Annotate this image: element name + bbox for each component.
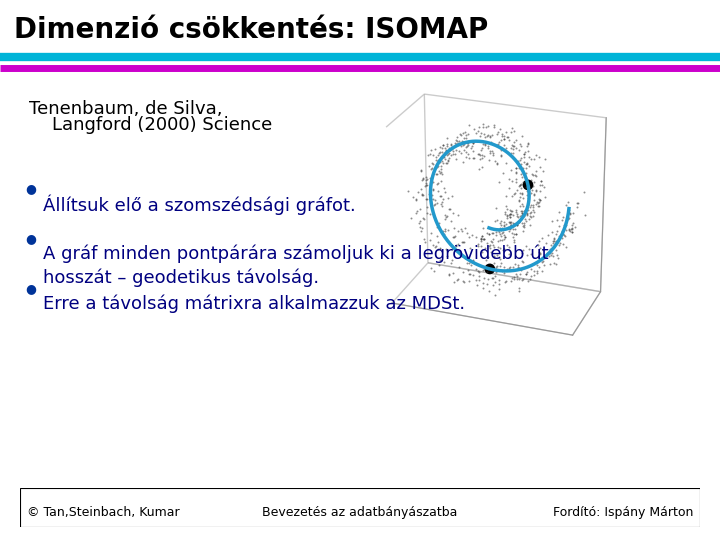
Text: Bevezetés az adatbányászatba: Bevezetés az adatbányászatba (262, 507, 458, 519)
Text: Tenenbaum, de Silva,: Tenenbaum, de Silva, (29, 100, 222, 118)
Text: ●: ● (25, 183, 36, 195)
Text: Langford (2000) Science: Langford (2000) Science (29, 116, 272, 134)
Text: © Tan,Steinbach, Kumar: © Tan,Steinbach, Kumar (27, 507, 179, 519)
Text: Erre a távolság mátrixra alkalmazzuk az MDSt.: Erre a távolság mátrixra alkalmazzuk az … (43, 294, 465, 313)
Text: Fordító: Ispány Márton: Fordító: Ispány Márton (553, 507, 693, 519)
Text: Állítsuk elő a szomszédsági gráfot.: Állítsuk elő a szomszédsági gráfot. (43, 194, 356, 215)
Text: ●: ● (25, 232, 36, 245)
Text: A gráf minden pontpárára számoljuk ki a legrövidebb út
hosszát – geodetikus távo: A gráf minden pontpárára számoljuk ki a … (43, 244, 549, 287)
Text: Dimenzió csökkentés: ISOMAP: Dimenzió csökkentés: ISOMAP (14, 16, 489, 44)
Text: ●: ● (25, 282, 36, 295)
